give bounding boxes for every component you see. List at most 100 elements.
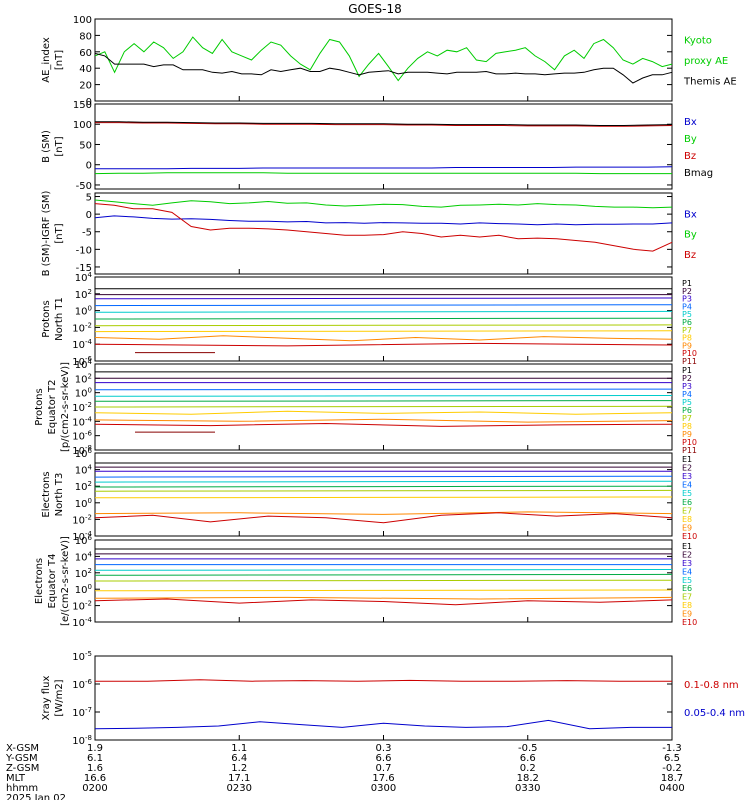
y-tick-label: 10-2 [72, 600, 92, 613]
ephemeris-value: 6.6 [520, 753, 536, 764]
y-tick-label: 104 [75, 271, 93, 284]
ephemeris-value: 6.5 [664, 753, 680, 764]
channel-label: E8 [682, 515, 692, 524]
ephemeris-value: 18.2 [517, 773, 539, 784]
legend-entry: proxy AE [684, 56, 728, 67]
plot-title: GOES-18 [348, 2, 402, 16]
y-tick-label: 102 [75, 567, 92, 580]
y-tick-label: 5 [86, 193, 92, 204]
series-line-e7 [94, 489, 673, 492]
panel-3: -15 -10 -5 0 5 B (SM)-IGRF (SM) [nT] Bx By Bz [41, 191, 697, 277]
y-tick-label: 10-6 [72, 430, 92, 443]
ephemeris-value: 0200 [82, 783, 107, 794]
y-tick-label: 100 [73, 15, 92, 26]
series-line-themis-ae [94, 52, 673, 84]
series-line-bx [94, 215, 673, 226]
y-tick-label: 100 [75, 583, 92, 596]
y-tick-label: 150 [73, 100, 92, 111]
ephemeris-value: 6.6 [376, 753, 392, 764]
ephemeris-value: 1.9 [87, 743, 103, 754]
channel-label: E9 [682, 523, 692, 532]
series-line-p10 [94, 342, 673, 347]
channel-label: E8 [682, 601, 692, 610]
series-line-bmag [95, 121, 673, 126]
channel-label: E3 [682, 559, 692, 568]
y-tick-label: 10-7 [72, 706, 92, 719]
panel-frame [94, 192, 673, 275]
legend-entry: Bz [684, 250, 696, 261]
y-axis-label: Protons North T1 [41, 297, 65, 341]
ephemeris-value: 17.6 [372, 773, 394, 784]
channel-label: P10 [682, 438, 697, 447]
channel-label: P2 [682, 287, 692, 296]
ephemeris-value: 0.2 [520, 763, 536, 774]
series-line-p4 [94, 388, 673, 391]
y-tick-label: 10-2 [72, 321, 92, 334]
ephemeris-value: 6.1 [87, 753, 103, 764]
panels: 0 20 40 60 80 100 AE_index [nT] Kyoto proxy AE The… [34, 15, 745, 747]
series-line-0-05-0-4-nm [94, 719, 672, 730]
legend-entry: Themis AE [683, 77, 737, 88]
series-line-p5 [94, 310, 673, 313]
channel-label: P10 [682, 349, 697, 358]
ephemeris-value: -0.2 [662, 763, 682, 774]
legend-entry: Bx [684, 209, 697, 220]
y-tick-label: 80 [79, 31, 92, 42]
series-line-e9 [94, 596, 673, 600]
channel-label: E1 [682, 542, 692, 551]
channel-label: P3 [682, 382, 692, 391]
series-line-e4 [94, 475, 673, 478]
ephemeris-value: 17.1 [228, 773, 250, 784]
series-line-p10 [94, 422, 673, 427]
series-line-e5 [94, 480, 673, 483]
channel-label: P4 [682, 302, 692, 311]
channel-label: E7 [682, 593, 692, 602]
series-line-p9 [94, 335, 673, 342]
series-line-p5 [94, 395, 673, 397]
channel-label: E1 [682, 455, 692, 464]
series-line-p7 [94, 324, 673, 327]
ephemeris-row-label: X-GSM [6, 743, 39, 754]
channel-label: E2 [682, 464, 692, 473]
channel-label: E6 [682, 584, 692, 593]
y-tick-label: 104 [75, 464, 93, 477]
ephemeris-value: 0230 [227, 783, 252, 794]
panel-frame [94, 103, 673, 190]
series-line-e6 [94, 485, 673, 488]
series-line-bz [94, 203, 673, 252]
channel-label: E2 [682, 550, 692, 559]
y-tick-label: -10 [76, 245, 92, 256]
y-tick-label: 100 [75, 497, 92, 510]
series-line-e8 [94, 496, 673, 499]
series-line-by [94, 172, 672, 175]
channel-label: P9 [682, 430, 692, 439]
series-line-p7 [94, 405, 673, 408]
series-line-p8 [94, 330, 673, 333]
channel-label: P8 [682, 422, 692, 431]
series-line-p6 [94, 400, 673, 402]
y-tick-label: 60 [79, 48, 92, 59]
channel-label: E9 [682, 610, 692, 619]
channel-label: P7 [682, 414, 692, 423]
ephemeris-value: 1.6 [87, 763, 103, 774]
y-axis-label: B (SM)-IGRF (SM) [nT] [41, 191, 65, 277]
y-tick-label: 0 [86, 210, 92, 221]
y-tick-label: 102 [75, 288, 92, 301]
date-label: 2025 Jan 02 [6, 793, 66, 800]
ephemeris-row-label: MLT [6, 773, 26, 784]
series-line-e5 [94, 569, 673, 571]
y-tick-label: 0 [86, 97, 92, 108]
ephemeris-value: -0.5 [518, 743, 538, 754]
y-tick-label: 10-2 [72, 513, 92, 526]
panel-2: -50 0 50 100 150 B (SM) [nT] Bx By Bz Bmag [41, 100, 713, 192]
channel-label: E3 [682, 472, 692, 481]
ephemeris-row-label: Y-GSM [5, 753, 38, 764]
legend-entry: Bmag [684, 168, 713, 179]
series-line-e10 [94, 598, 673, 606]
channel-label: P1 [682, 366, 692, 375]
